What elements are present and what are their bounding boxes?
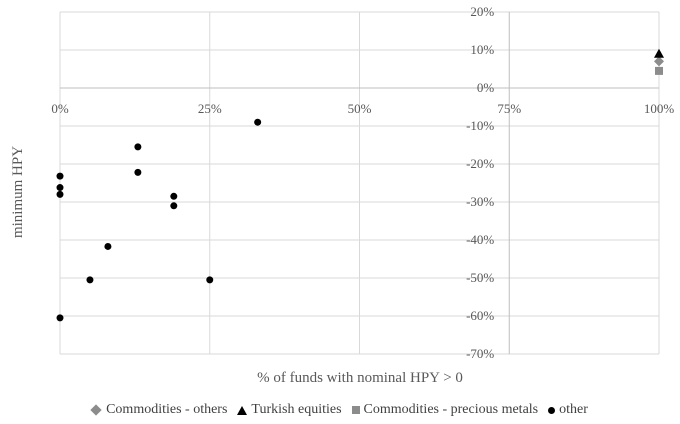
- legend-item-commodities-others: Commodities - others: [90, 402, 228, 418]
- legend-label: Commodities - others: [106, 402, 228, 417]
- data-points: [56, 48, 664, 322]
- point-circle-0: [254, 118, 262, 126]
- y-axis-title: minimum HPY: [10, 146, 26, 238]
- circle-marker-icon: [548, 406, 556, 414]
- point-circle-5: [56, 190, 64, 198]
- y-tick-label-4: -20%: [466, 156, 494, 171]
- point-circle-3: [56, 172, 64, 180]
- point-circle-6: [170, 192, 178, 200]
- x-tick-labels: 0% 25% 50% 75% 100%: [51, 101, 674, 116]
- y-tick-label-8: -60%: [466, 308, 494, 323]
- y-tick-label-2: 0%: [477, 80, 495, 95]
- y-tick-label-1: 10%: [470, 42, 494, 57]
- legend-item-other: other: [548, 402, 588, 418]
- legend-label: other: [559, 402, 588, 417]
- y-tick-label-3: -10%: [466, 118, 494, 133]
- x-axis-title: % of funds with nominal HPY > 0: [257, 370, 463, 386]
- legend-label: Commodities - precious metals: [363, 402, 539, 417]
- x-tick-label-3: 75%: [497, 101, 521, 116]
- y-tick-label-7: -50%: [466, 270, 494, 285]
- point-circle-1: [134, 143, 142, 151]
- legend-item-turkish-equities: Turkish equities: [237, 402, 342, 418]
- y-tick-label-0: 20%: [470, 4, 494, 19]
- legend-item-commodities-precious-metals: Commodities - precious metals: [351, 402, 539, 418]
- x-tick-label-2: 50%: [348, 101, 372, 116]
- point-triangle-0: [654, 48, 664, 58]
- legend: Commodities - others Turkish equities Co…: [0, 400, 680, 420]
- point-circle-8: [104, 242, 112, 250]
- triangle-marker-icon: [237, 405, 248, 415]
- point-diamond-0: [654, 56, 664, 67]
- legend-label: Turkish equities: [251, 402, 342, 417]
- point-circle-2: [134, 168, 142, 176]
- diamond-marker-icon: [90, 404, 102, 416]
- x-tick-label-0: 0%: [51, 101, 69, 116]
- point-circle-11: [56, 314, 64, 322]
- point-square-0: [655, 66, 663, 75]
- y-tick-label-5: -30%: [466, 194, 494, 209]
- x-tick-label-1: 25%: [198, 101, 222, 116]
- y-tick-label-9: -70%: [466, 346, 494, 361]
- point-circle-10: [206, 276, 214, 284]
- y-tick-label-6: -40%: [466, 232, 494, 247]
- axes: [60, 12, 659, 354]
- point-circle-7: [170, 202, 178, 210]
- y-tick-labels: 20% 10% 0% -10% -20% -30% -40% -50% -60% -70%: [466, 4, 494, 361]
- point-circle-4: [56, 184, 64, 192]
- point-circle-9: [86, 276, 94, 284]
- x-tick-label-4: 100%: [644, 101, 675, 116]
- grid-lines: [59, 11, 660, 355]
- square-marker-icon: [351, 406, 360, 414]
